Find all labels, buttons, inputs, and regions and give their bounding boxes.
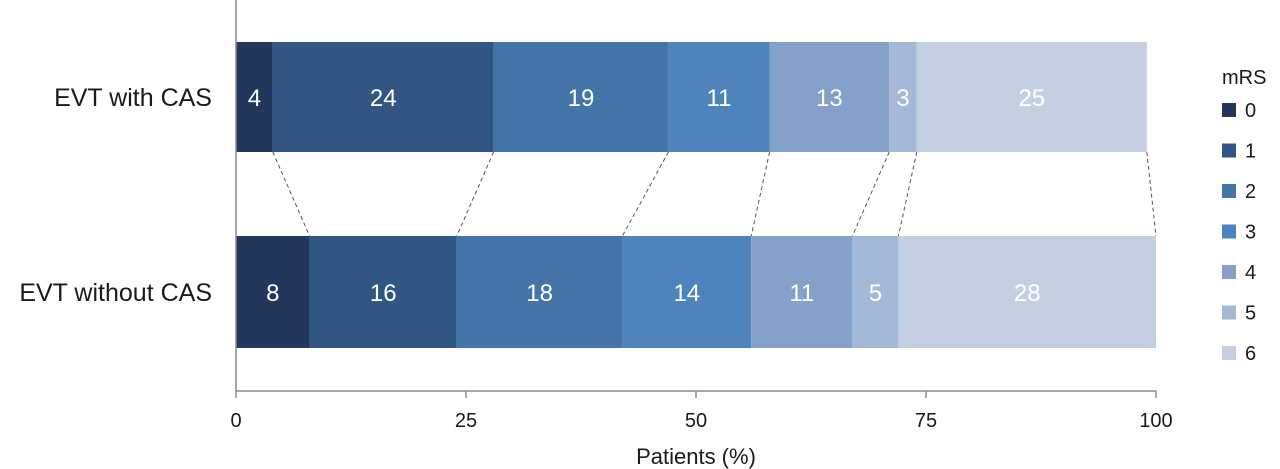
bar-segment-with-cas-mrs-2 (493, 42, 669, 152)
legend-title: mRS (1222, 67, 1266, 89)
legend-swatch-mrs-4 (1222, 265, 1236, 279)
segment-label: 8 (266, 280, 279, 307)
legend-label: 6 (1245, 343, 1256, 365)
x-tick-label: 0 (230, 410, 241, 432)
bar-segment-with-cas-mrs-4 (769, 42, 890, 152)
segment-label: 4 (248, 85, 261, 112)
legend-swatch-mrs-5 (1222, 305, 1236, 320)
segment-label: 19 (568, 85, 595, 112)
x-tick-label: 100 (1139, 410, 1172, 432)
legend-swatch-mrs-1 (1222, 143, 1236, 158)
connector-lines (272, 151, 1157, 237)
connector-line (272, 151, 311, 237)
segment-label: 16 (370, 280, 397, 307)
connector-line (851, 151, 890, 237)
bar-segment-without-cas-mrs-2 (456, 236, 623, 348)
segment-label: 25 (1018, 85, 1045, 112)
category-labels: EVT with CAS EVT without CAS (19, 84, 212, 307)
connector-line (750, 151, 771, 237)
segment-label: 11 (789, 280, 814, 307)
legend-label: 2 (1245, 181, 1256, 203)
segment-label: 5 (869, 280, 882, 307)
connector-line (456, 151, 495, 237)
legend: mRS 0 1 2 3 4 5 6 (1222, 67, 1266, 365)
segment-label: 28 (1014, 280, 1041, 307)
connector-line (621, 151, 669, 237)
segment-label: 13 (816, 85, 843, 112)
segment-label: 3 (896, 85, 909, 112)
x-axis-title: Patients (%) (636, 444, 756, 469)
legend-swatch-mrs-6 (1222, 346, 1236, 360)
segment-label: 18 (526, 280, 553, 307)
legend-label: 3 (1245, 222, 1256, 244)
bar-segment-with-cas-mrs-5 (889, 42, 917, 152)
bar-segment-with-cas-mrs-3 (668, 42, 770, 152)
bars-group (236, 42, 1156, 348)
legend-swatch-mrs-3 (1222, 224, 1236, 239)
x-tick-label: 50 (685, 410, 707, 432)
bar-segment-with-cas-mrs-0 (236, 42, 273, 152)
bar-segment-with-cas-mrs-6 (916, 42, 1147, 152)
legend-label: 4 (1245, 262, 1256, 284)
axes-group: 0 25 50 75 100 (230, 0, 1173, 432)
bar-segment-without-cas-mrs-1 (309, 236, 457, 348)
segment-labels: 4 24 19 11 13 3 25 8 16 18 14 11 5 28 (248, 85, 1045, 307)
x-tick-label: 75 (915, 410, 937, 432)
bar-segment-without-cas-mrs-5 (852, 236, 899, 348)
x-tick-label: 25 (455, 410, 477, 432)
category-label: EVT without CAS (19, 279, 212, 307)
legend-label: 1 (1245, 141, 1256, 163)
bar-segment-with-cas-mrs-1 (272, 42, 494, 152)
legend-swatch-mrs-0 (1222, 103, 1236, 117)
segment-label: 11 (707, 85, 732, 112)
bar-segment-without-cas-mrs-4 (751, 236, 853, 348)
category-label: EVT with CAS (54, 84, 212, 112)
legend-label: 0 (1245, 100, 1256, 122)
segment-label: 14 (673, 280, 700, 307)
bar-segment-without-cas-mrs-0 (236, 236, 310, 348)
connector-line (1146, 151, 1157, 237)
legend-label: 5 (1245, 303, 1256, 325)
segment-label: 24 (370, 85, 397, 112)
bar-segment-without-cas-mrs-6 (898, 236, 1156, 348)
connector-line (897, 151, 918, 237)
legend-swatch-mrs-2 (1222, 184, 1236, 198)
bar-segment-without-cas-mrs-3 (622, 236, 752, 348)
